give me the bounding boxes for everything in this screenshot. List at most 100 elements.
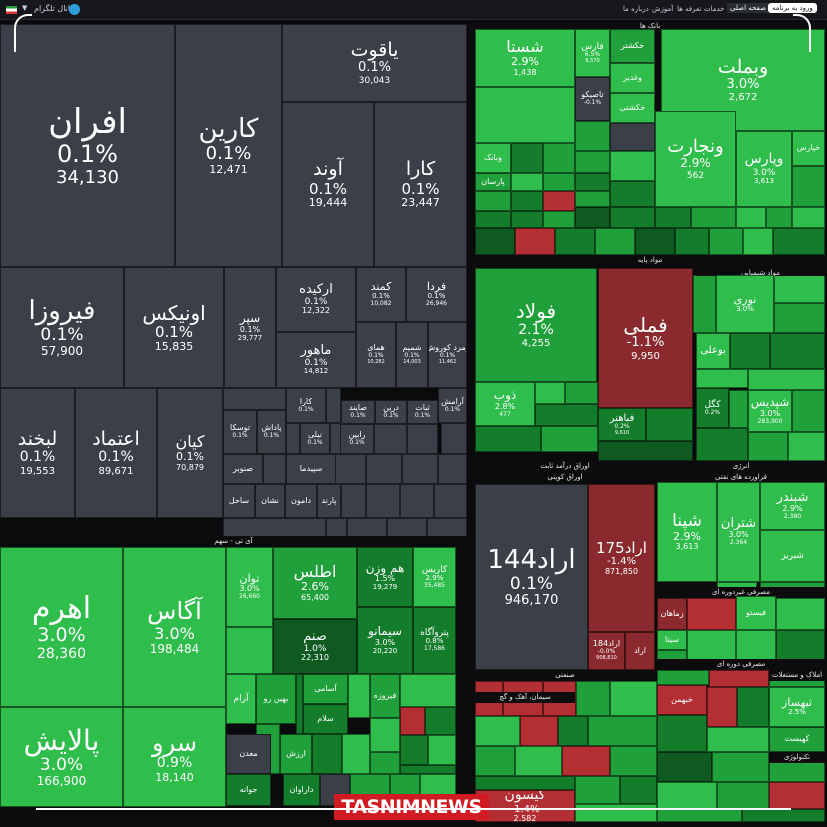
treemap-tile[interactable]: [729, 390, 748, 428]
treemap-tile[interactable]: [400, 735, 428, 765]
stock-tile[interactable]: داراوان: [283, 774, 320, 806]
stock-tile[interactable]: اطلس 2.6% 65,400: [273, 547, 357, 619]
stock-tile[interactable]: وپارس 3.0% 3,613: [736, 131, 792, 207]
stock-tile[interactable]: معدن: [226, 734, 271, 774]
treemap-tile[interactable]: [655, 207, 691, 228]
stock-tile[interactable]: توان 3.0% 26,660: [226, 547, 273, 627]
stock-tile[interactable]: خپارس: [792, 131, 825, 166]
treemap-tile[interactable]: [657, 782, 717, 809]
stock-tile[interactable]: پاداش 0.1%: [257, 410, 286, 454]
stock-tile[interactable]: لبخند 0.1% 19,553: [0, 388, 75, 518]
stock-tile[interactable]: کهبست: [769, 727, 825, 752]
stock-tile[interactable]: نوری 3.0%: [716, 275, 774, 333]
treemap-tile[interactable]: [657, 752, 712, 782]
treemap-tile[interactable]: [511, 173, 543, 191]
stock-tile[interactable]: صنم 1.0% 22,310: [273, 619, 357, 674]
stock-tile[interactable]: کیسون-1.4%2,582: [475, 790, 575, 822]
treemap-tile[interactable]: [598, 441, 693, 461]
treemap-tile[interactable]: [475, 87, 575, 143]
stock-tile[interactable]: سپیدما: [286, 454, 336, 484]
treemap-tile[interactable]: [400, 707, 425, 735]
treemap-tile[interactable]: [575, 151, 610, 173]
stock-tile[interactable]: ثبهساز 2.5%: [769, 687, 825, 727]
stock-tile[interactable]: توسکا 0.1%: [223, 410, 257, 454]
treemap-tile[interactable]: [543, 191, 575, 211]
treemap-tile[interactable]: [635, 228, 675, 255]
treemap-tile[interactable]: [341, 484, 366, 518]
treemap-tile[interactable]: [657, 715, 707, 752]
stock-tile[interactable]: اراد: [625, 632, 655, 670]
treemap-tile[interactable]: [511, 143, 543, 173]
treemap-tile[interactable]: [774, 275, 825, 303]
stock-tile[interactable]: کیان 0.1% 70,879: [157, 388, 223, 518]
stock-tile[interactable]: سپر 0.1% 29,777: [224, 267, 276, 388]
treemap-tile[interactable]: [693, 275, 716, 333]
treemap-tile[interactable]: [687, 598, 736, 630]
treemap-tile[interactable]: [515, 746, 562, 776]
stock-tile[interactable]: درین 0.1%: [375, 400, 407, 424]
channel-link[interactable]: کانال تلگرام: [34, 4, 75, 13]
treemap-tile[interactable]: [425, 707, 456, 735]
treemap-tile[interactable]: [541, 426, 598, 452]
nav-item-about[interactable]: درباره ما: [623, 5, 649, 13]
treemap-tile[interactable]: [348, 674, 370, 718]
treemap-tile[interactable]: [717, 782, 769, 809]
stock-tile[interactable]: بهین رو: [256, 674, 296, 724]
treemap-tile[interactable]: [730, 333, 770, 369]
stock-tile[interactable]: اراد144 0.1% 946,170: [475, 484, 588, 670]
treemap-tile[interactable]: [543, 143, 575, 173]
stock-tile[interactable]: شتران 3.0% 2,364: [717, 482, 760, 582]
treemap-tile[interactable]: [400, 484, 434, 518]
treemap-tile[interactable]: [263, 454, 286, 484]
treemap-tile[interactable]: [646, 408, 693, 441]
stock-tile[interactable]: اعتماد 0.1% 89,671: [75, 388, 157, 518]
stock-tile[interactable]: فردا 0.1% 26,946: [406, 267, 467, 322]
stock-tile[interactable]: سلام: [303, 704, 348, 734]
treemap-tile[interactable]: [575, 173, 610, 191]
treemap-tile[interactable]: [438, 454, 467, 484]
treemap-tile[interactable]: [610, 123, 655, 151]
stock-tile[interactable]: پارسان: [475, 173, 511, 191]
treemap-tile[interactable]: [610, 681, 657, 716]
treemap-tile[interactable]: [707, 687, 737, 727]
treemap-tile[interactable]: [575, 776, 620, 804]
treemap-tile[interactable]: [776, 598, 825, 630]
stock-tile[interactable]: کارین 0.1% 12,471: [175, 24, 282, 267]
treemap-tile[interactable]: [342, 734, 370, 774]
stock-tile[interactable]: اراد175 -1.4% 871,850: [588, 484, 655, 632]
treemap-tile[interactable]: [565, 382, 598, 404]
treemap-tile[interactable]: [286, 423, 300, 454]
treemap-tile[interactable]: [366, 454, 402, 484]
treemap-tile[interactable]: [475, 191, 511, 211]
treemap-tile[interactable]: [475, 776, 575, 790]
stock-tile[interactable]: آوند 0.1% 19,444: [282, 102, 374, 267]
stock-tile[interactable]: خبهمن: [657, 685, 707, 715]
stock-tile[interactable]: خکشتی: [610, 93, 655, 123]
stock-tile[interactable]: فولاد 2.1% 4,255: [475, 268, 597, 382]
stock-tile[interactable]: آسامی: [303, 674, 348, 704]
treemap-tile[interactable]: [223, 388, 286, 410]
stock-tile[interactable]: اونیکس 0.1% 15,835: [124, 267, 224, 388]
treemap-tile[interactable]: [400, 674, 456, 707]
treemap-tile[interactable]: [610, 151, 655, 181]
stock-tile[interactable]: کارا 0.1%: [286, 388, 326, 423]
stock-tile[interactable]: سیمانو 3.0% 20,220: [357, 607, 413, 674]
treemap-tile[interactable]: [610, 746, 657, 776]
treemap-tile[interactable]: [475, 228, 515, 255]
stock-tile[interactable]: نیلی 0.1%: [300, 423, 330, 454]
stock-tile[interactable]: هم وزن 1.5% 19,279: [357, 547, 413, 607]
stock-tile[interactable]: صایند 0.1%: [341, 400, 375, 424]
treemap-tile[interactable]: [691, 207, 736, 228]
treemap-tile[interactable]: [370, 752, 400, 774]
stock-tile[interactable]: شبندر 2.9% 2,380: [760, 482, 825, 530]
treemap-tile[interactable]: [769, 782, 825, 809]
treemap-tile[interactable]: [696, 369, 748, 388]
treemap-tile[interactable]: [712, 752, 769, 782]
treemap-tile[interactable]: [370, 718, 400, 752]
treemap-tile[interactable]: [736, 207, 766, 228]
nav-chevron-down-icon[interactable]: ▼: [22, 4, 28, 12]
stock-tile[interactable]: آگاس 3.0% 198,484: [123, 547, 226, 707]
treemap-tile[interactable]: [374, 424, 407, 454]
treemap-tile[interactable]: [575, 121, 610, 151]
treemap-tile[interactable]: [675, 228, 709, 255]
